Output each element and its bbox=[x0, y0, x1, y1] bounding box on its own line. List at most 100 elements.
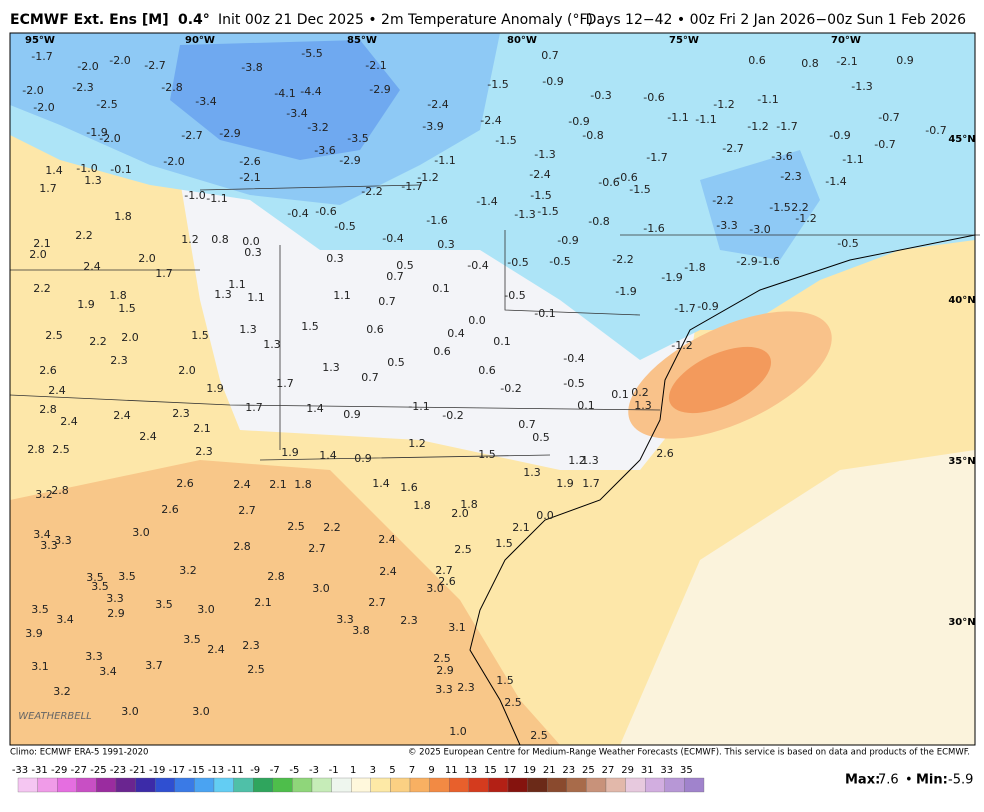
anomaly-label: 3.3 bbox=[54, 534, 72, 547]
colder-area-ne bbox=[700, 150, 820, 260]
lon-label: 70°W bbox=[831, 35, 861, 46]
anomaly-label: 2.0 bbox=[138, 252, 156, 265]
colorbar-tick: 19 bbox=[523, 765, 536, 776]
anomaly-label: 2.5 bbox=[454, 543, 472, 556]
anomaly-label: 2.6 bbox=[438, 575, 456, 588]
anomaly-label: -2.4 bbox=[529, 168, 550, 181]
anomaly-label: 2.1 bbox=[33, 237, 51, 250]
anomaly-label: 1.5 bbox=[495, 537, 513, 550]
colorbar-tick: 13 bbox=[464, 765, 477, 776]
anomaly-label: -2.9 bbox=[736, 255, 757, 268]
colorbar-tick: 3 bbox=[370, 765, 376, 776]
anomaly-label: -2.9 bbox=[369, 83, 390, 96]
anomaly-label: -1.7 bbox=[776, 120, 797, 133]
anomaly-label: 1.8 bbox=[114, 210, 132, 223]
anomaly-label: -0.9 bbox=[568, 115, 589, 128]
anomaly-label: -1.2 bbox=[671, 339, 692, 352]
lat-label: 35°N bbox=[948, 456, 975, 467]
anomaly-label: 2.6 bbox=[656, 447, 674, 460]
colorbar-swatch bbox=[605, 777, 626, 793]
anomaly-label: 0.0 bbox=[242, 235, 260, 248]
anomaly-label: -1.5 bbox=[495, 134, 516, 147]
anomaly-label: -5.5 bbox=[301, 47, 322, 60]
anomaly-label: 1.2 bbox=[568, 454, 586, 467]
colorbar-swatch bbox=[625, 777, 646, 793]
anomaly-label: 2.0 bbox=[121, 331, 139, 344]
colorbar-tick: 35 bbox=[680, 765, 693, 776]
anomaly-label: -3.4 bbox=[286, 107, 307, 120]
colorbar-swatch bbox=[351, 777, 371, 793]
anomaly-label: -1.3 bbox=[534, 148, 555, 161]
colorbar-tick: 1 bbox=[350, 765, 356, 776]
anomaly-label: 1.9 bbox=[77, 298, 95, 311]
anomaly-label: 3.3 bbox=[85, 650, 103, 663]
anomaly-label: -2.7 bbox=[722, 142, 743, 155]
anomaly-label: 3.1 bbox=[31, 660, 49, 673]
anomaly-label: -2.7 bbox=[181, 129, 202, 142]
anomaly-label: -1.5 bbox=[530, 189, 551, 202]
anomaly-label: -0.4 bbox=[563, 352, 584, 365]
anomaly-label: 2.3 bbox=[457, 681, 475, 694]
anomaly-label: 2.5 bbox=[433, 652, 451, 665]
days: Days 12−42 • 00z Fri 2 Jan 2026−00z Sun … bbox=[586, 12, 966, 28]
anomaly-label: -4.4 bbox=[300, 85, 321, 98]
anomaly-label: 0.3 bbox=[437, 238, 455, 251]
anomaly-label: 2.1 bbox=[512, 521, 530, 534]
anomaly-label: 3.3 bbox=[106, 592, 124, 605]
anomaly-label: 2.6 bbox=[161, 503, 179, 516]
anomaly-label: 3.0 bbox=[197, 603, 215, 616]
anomaly-label: 0.7 bbox=[541, 49, 559, 62]
anomaly-label: -2.1 bbox=[239, 171, 260, 184]
anomaly-label: -3.6 bbox=[314, 144, 335, 157]
colorbar-swatch bbox=[194, 777, 215, 793]
anomaly-label: 2.1 bbox=[193, 422, 211, 435]
warmest-ocean bbox=[668, 346, 772, 414]
anomaly-label: 2.3 bbox=[172, 407, 190, 420]
borders bbox=[9, 184, 980, 461]
anomaly-label: -2.1 bbox=[365, 59, 386, 72]
anomaly-label: -2.0 bbox=[33, 101, 54, 114]
anomaly-label: 1.2 bbox=[181, 233, 199, 246]
colorbar-tick: -3 bbox=[309, 765, 319, 776]
lon-label: 95°W bbox=[25, 35, 55, 46]
anomaly-label: -1.8 bbox=[684, 261, 705, 274]
anomaly-label: 3.5 bbox=[118, 570, 136, 583]
anomaly-label: 2.7 bbox=[368, 596, 386, 609]
anomaly-label: 2.3 bbox=[400, 614, 418, 627]
anomaly-label: 2.3 bbox=[110, 354, 128, 367]
anomaly-label: 3.4 bbox=[33, 528, 51, 541]
anomaly-label: 0.7 bbox=[378, 295, 396, 308]
anomaly-label: 2.7 bbox=[238, 504, 256, 517]
anomaly-label: 0.0 bbox=[536, 509, 554, 522]
anomaly-label: -1.7 bbox=[646, 151, 667, 164]
anomaly-label: -0.8 bbox=[582, 129, 603, 142]
anomaly-label: 2.2 bbox=[89, 335, 107, 348]
neutral-ocean bbox=[620, 450, 975, 745]
anomaly-label: -0.5 bbox=[549, 255, 570, 268]
lat-label: 40°N bbox=[948, 295, 975, 306]
max-label: Max: bbox=[845, 773, 880, 788]
anomaly-label: 2.4 bbox=[60, 415, 78, 428]
anomaly-label: 2.2 bbox=[75, 229, 93, 242]
anomaly-label: 1.9 bbox=[281, 446, 299, 459]
anomaly-label: 2.0 bbox=[451, 507, 469, 520]
anomaly-label: 0.1 bbox=[432, 282, 450, 295]
anomaly-label: 1.5 bbox=[191, 329, 209, 342]
anomaly-label: 2.5 bbox=[45, 329, 63, 342]
colorbar-tick: 5 bbox=[389, 765, 395, 776]
copyright: © 2025 European Centre for Medium-Range … bbox=[408, 748, 970, 758]
anomaly-label: 2.8 bbox=[27, 443, 45, 456]
anomaly-label: 1.4 bbox=[306, 402, 324, 415]
max-value: 7.6 bbox=[878, 773, 899, 788]
colorbar-swatch bbox=[370, 777, 391, 793]
colorbar-swatch bbox=[664, 777, 685, 793]
colorbar-swatch bbox=[37, 777, 58, 793]
anomaly-label: 2.1 bbox=[254, 596, 272, 609]
colorbar-tick: 33 bbox=[660, 765, 673, 776]
anomaly-label: 0.6 bbox=[366, 323, 384, 336]
anomaly-label: -1.2 bbox=[713, 98, 734, 111]
anomaly-label: 1.8 bbox=[413, 499, 431, 512]
anomaly-label: 3.3 bbox=[40, 539, 58, 552]
colorbar-swatch bbox=[488, 777, 509, 793]
